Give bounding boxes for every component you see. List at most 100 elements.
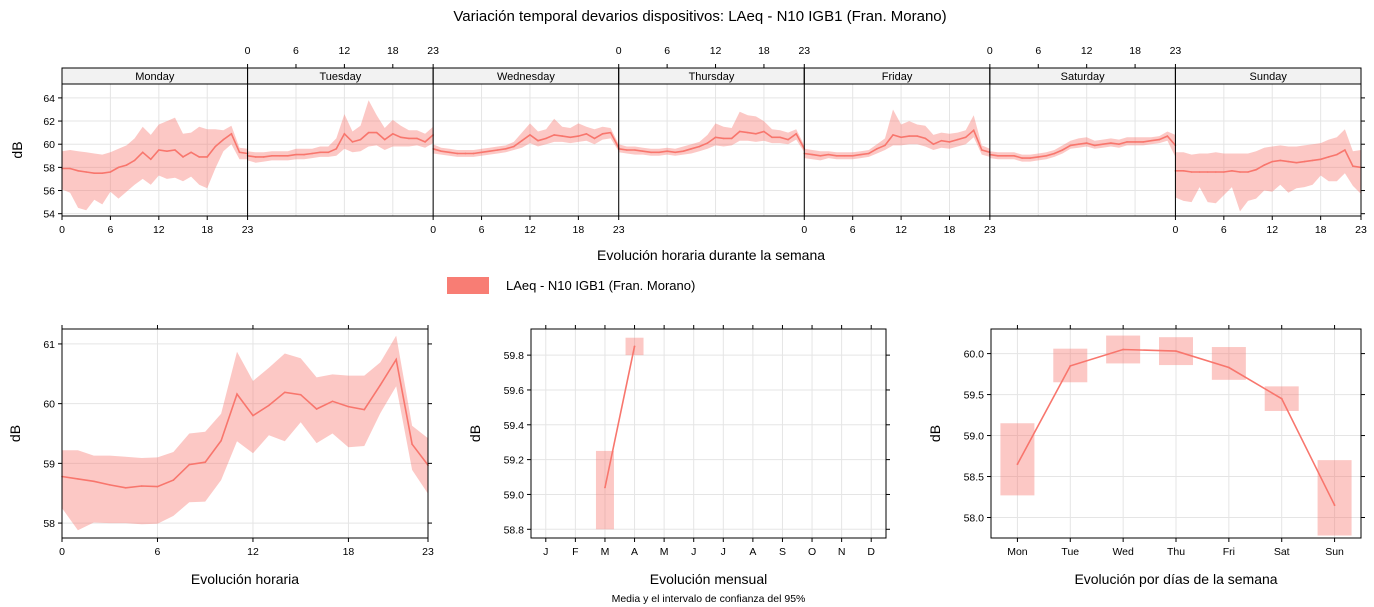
x-axis-label: Evolución mensual bbox=[650, 571, 768, 587]
x-tick-label: 12 bbox=[895, 224, 907, 236]
data-point bbox=[529, 134, 531, 136]
legend: LAeq - N10 IGB1 (Fran. Morano) bbox=[447, 277, 695, 294]
data-point bbox=[140, 485, 143, 487]
data-point bbox=[464, 152, 467, 155]
x-tick-label: 0 bbox=[245, 45, 251, 57]
data-point bbox=[1311, 159, 1314, 162]
x-tick-label: 23 bbox=[427, 45, 439, 57]
data-point bbox=[609, 131, 612, 134]
data-point bbox=[85, 171, 88, 173]
x-tick-label: 6 bbox=[1221, 224, 1227, 236]
data-point bbox=[141, 151, 144, 154]
data-point bbox=[270, 154, 273, 157]
x-tick-label: 6 bbox=[107, 224, 113, 236]
data-point bbox=[331, 400, 334, 403]
series-line-tuesday bbox=[247, 131, 434, 158]
y-tick-label: 58.8 bbox=[504, 524, 525, 536]
data-point bbox=[1069, 144, 1072, 147]
data-point bbox=[787, 138, 789, 141]
data-point bbox=[932, 143, 935, 146]
data-point bbox=[172, 479, 175, 481]
x-tick-label: 6 bbox=[293, 45, 299, 57]
data-point bbox=[93, 480, 95, 483]
data-point bbox=[997, 154, 999, 157]
data-point bbox=[311, 152, 313, 155]
x-tick-label: 0 bbox=[801, 224, 807, 236]
data-point bbox=[343, 132, 346, 135]
data-point bbox=[843, 154, 846, 157]
y-tick-label: 59.6 bbox=[504, 385, 525, 397]
x-tick-label: A bbox=[631, 546, 638, 558]
x-tick-label: Thu bbox=[1167, 546, 1185, 558]
confidence-box bbox=[1317, 460, 1352, 536]
data-point bbox=[1239, 171, 1241, 173]
data-point bbox=[125, 164, 128, 166]
data-point bbox=[1085, 142, 1088, 144]
data-point bbox=[908, 135, 910, 137]
data-point bbox=[972, 129, 975, 132]
data-point bbox=[283, 391, 286, 394]
y-tick-label: 58 bbox=[43, 518, 55, 530]
confidence-band-tuesday bbox=[247, 100, 434, 163]
x-tick-label: S bbox=[779, 546, 786, 558]
data-point bbox=[964, 136, 967, 139]
data-point bbox=[601, 132, 604, 135]
data-point bbox=[238, 151, 241, 154]
x-tick-label: 12 bbox=[1266, 224, 1278, 236]
data-point bbox=[198, 156, 200, 158]
data-point bbox=[633, 345, 636, 348]
weekly-y-axis-label: dB bbox=[9, 141, 25, 158]
x-tick-label: 18 bbox=[387, 45, 399, 57]
data-point bbox=[279, 154, 281, 157]
weekly-panel: Monday Tuesday Wednesday Thursday Friday Satu… bbox=[9, 45, 1367, 236]
data-point bbox=[117, 166, 120, 169]
data-point bbox=[327, 151, 330, 154]
y-tick-label: 59.0 bbox=[504, 489, 525, 501]
x-tick-label: 12 bbox=[247, 546, 259, 558]
data-point bbox=[755, 132, 757, 135]
data-point bbox=[666, 150, 668, 152]
series-line bbox=[604, 346, 636, 488]
y-tick-label: 59.8 bbox=[504, 350, 525, 362]
data-point bbox=[819, 154, 822, 157]
data-point bbox=[363, 408, 366, 411]
data-point bbox=[650, 151, 652, 154]
confidence-band-monday bbox=[62, 117, 248, 211]
data-point bbox=[577, 135, 580, 137]
data-point bbox=[553, 134, 555, 136]
x-tick-label: M bbox=[601, 546, 610, 558]
data-point bbox=[1037, 156, 1040, 158]
series-line-sunday bbox=[1175, 148, 1362, 173]
data-point bbox=[1166, 135, 1169, 137]
data-point bbox=[400, 136, 402, 139]
data-point bbox=[1214, 171, 1217, 173]
strip-label-saturday: Saturday bbox=[1061, 71, 1106, 83]
x-tick-label: M bbox=[660, 546, 669, 558]
x-tick-label: 6 bbox=[664, 45, 670, 57]
y-axis-label: dB bbox=[467, 425, 483, 442]
series-line bbox=[61, 357, 429, 489]
data-point bbox=[1122, 348, 1125, 351]
data-point bbox=[480, 151, 483, 154]
data-point bbox=[379, 384, 382, 386]
data-point bbox=[411, 443, 413, 446]
y-tick-label: 59.5 bbox=[964, 390, 985, 402]
x-tick-label: Sun bbox=[1325, 546, 1344, 558]
data-point bbox=[1126, 141, 1128, 143]
panel-frame bbox=[61, 83, 1362, 217]
series-line-monday bbox=[62, 132, 248, 174]
data-point bbox=[730, 137, 733, 140]
data-point bbox=[1061, 149, 1064, 151]
panel-subtitle: Media y el intervalo de confianza del 95… bbox=[612, 593, 806, 605]
data-point bbox=[1231, 170, 1233, 172]
x-tick-label: J bbox=[691, 546, 696, 558]
x-tick-label: 23 bbox=[242, 224, 254, 236]
data-point bbox=[456, 152, 459, 155]
data-point bbox=[956, 138, 959, 141]
x-tick-label: 0 bbox=[59, 224, 65, 236]
data-point bbox=[1247, 171, 1249, 173]
data-point bbox=[1077, 143, 1080, 146]
data-point bbox=[585, 132, 588, 135]
data-point bbox=[299, 393, 302, 396]
data-point bbox=[133, 159, 136, 162]
